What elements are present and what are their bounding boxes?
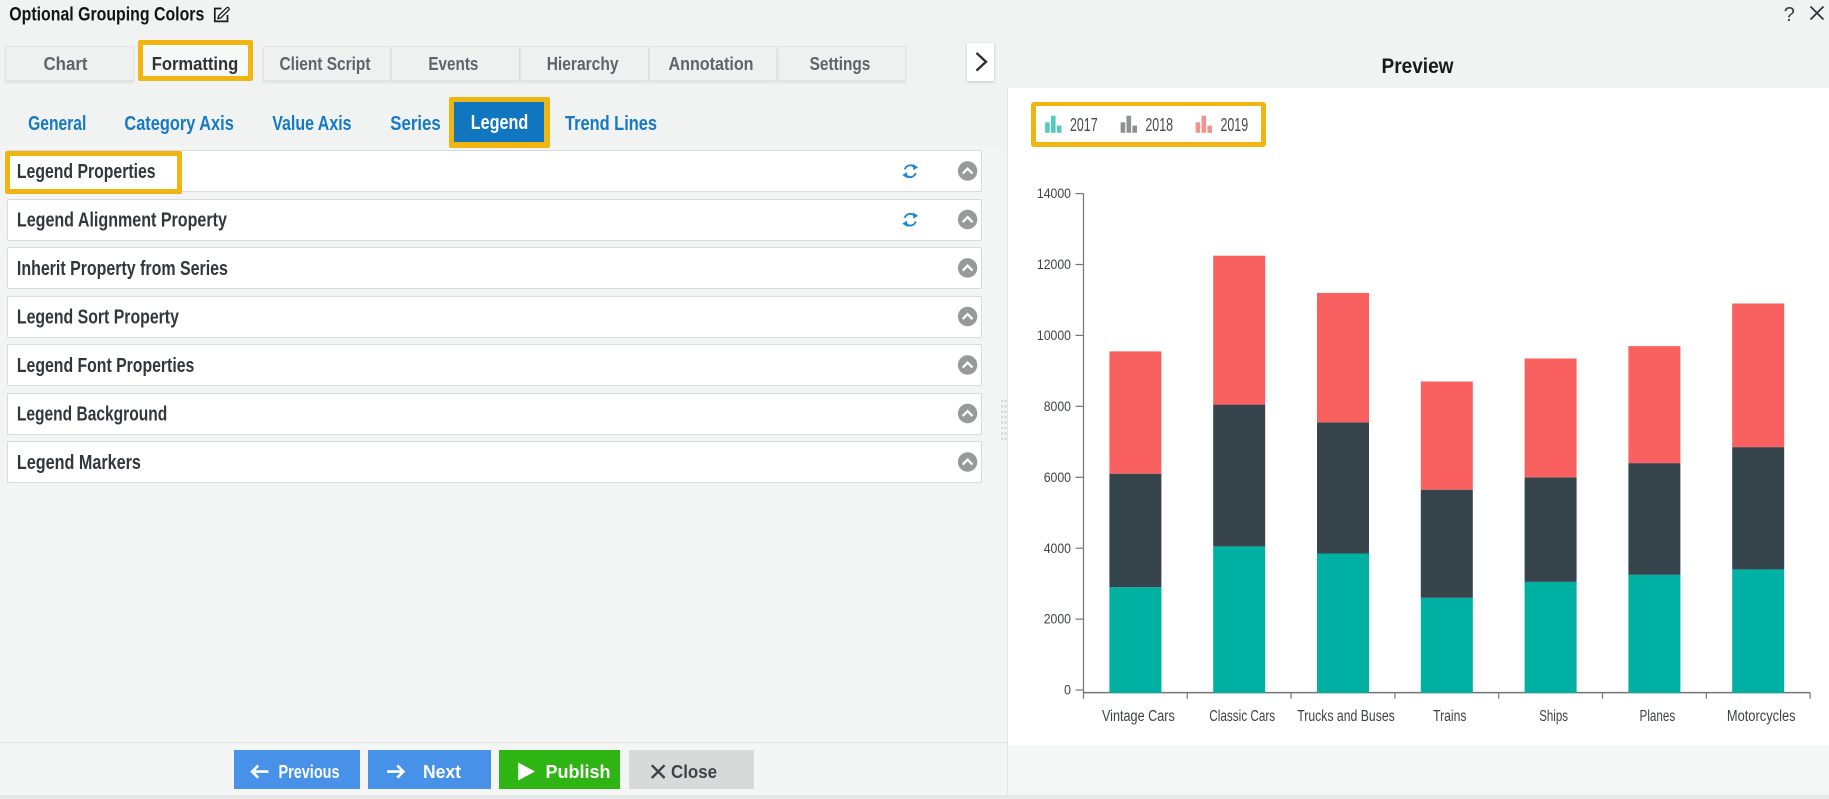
svg-text:Ships: Ships — [1539, 708, 1568, 725]
svg-text:Client Script: Client Script — [280, 54, 371, 74]
svg-text:Classic Cars: Classic Cars — [1209, 708, 1275, 725]
svg-text:Inherit Property from Series: Inherit Property from Series — [17, 258, 228, 280]
svg-text:Trend Lines: Trend Lines — [565, 113, 657, 135]
svg-text:8000: 8000 — [1044, 399, 1071, 414]
svg-text:0: 0 — [1064, 683, 1071, 698]
svg-text:Motorcycles: Motorcycles — [1727, 708, 1796, 725]
svg-text:6000: 6000 — [1044, 470, 1071, 485]
svg-text:Legend Properties: Legend Properties — [17, 161, 156, 183]
svg-text:10000: 10000 — [1037, 328, 1071, 343]
svg-text:Settings: Settings — [810, 54, 871, 74]
svg-text:Annotation: Annotation — [669, 54, 754, 74]
svg-text:Previous: Previous — [279, 762, 340, 782]
svg-text:Publish: Publish — [546, 762, 611, 782]
svg-text:Chart: Chart — [44, 54, 88, 74]
svg-text:Legend Alignment Property: Legend Alignment Property — [17, 210, 228, 232]
svg-text:Value Axis: Value Axis — [272, 113, 351, 135]
svg-text:Vintage Cars: Vintage Cars — [1102, 708, 1175, 725]
svg-text:Legend Sort Property: Legend Sort Property — [17, 307, 180, 329]
svg-text:4000: 4000 — [1044, 541, 1071, 556]
svg-text:2017: 2017 — [1070, 115, 1098, 135]
svg-text:Legend Background: Legend Background — [17, 404, 167, 426]
svg-text:2019: 2019 — [1221, 115, 1249, 135]
svg-text:12000: 12000 — [1037, 257, 1071, 272]
svg-text:2000: 2000 — [1044, 612, 1071, 627]
svg-text:Trains: Trains — [1433, 708, 1467, 725]
svg-text:?: ? — [1784, 4, 1795, 26]
svg-text:Close: Close — [671, 762, 717, 782]
svg-text:Legend Markers: Legend Markers — [17, 452, 141, 474]
svg-text:2018: 2018 — [1145, 115, 1173, 135]
svg-text:Category Axis: Category Axis — [124, 113, 233, 135]
svg-text:Trucks and Buses: Trucks and Buses — [1297, 708, 1395, 725]
svg-text:Formatting: Formatting — [152, 54, 239, 74]
svg-text:14000: 14000 — [1037, 186, 1071, 201]
svg-text:Legend Font Properties: Legend Font Properties — [17, 355, 194, 377]
svg-text:Planes: Planes — [1640, 708, 1676, 725]
svg-text:Series: Series — [390, 113, 440, 135]
svg-text:Preview: Preview — [1382, 55, 1455, 78]
svg-text:Events: Events — [428, 54, 478, 74]
svg-text:Hierarchy: Hierarchy — [547, 54, 619, 74]
svg-text:Legend: Legend — [471, 112, 529, 134]
svg-text:Next: Next — [423, 762, 461, 782]
svg-text:General: General — [28, 113, 86, 135]
svg-text:Optional Grouping Colors: Optional Grouping Colors — [9, 3, 204, 25]
